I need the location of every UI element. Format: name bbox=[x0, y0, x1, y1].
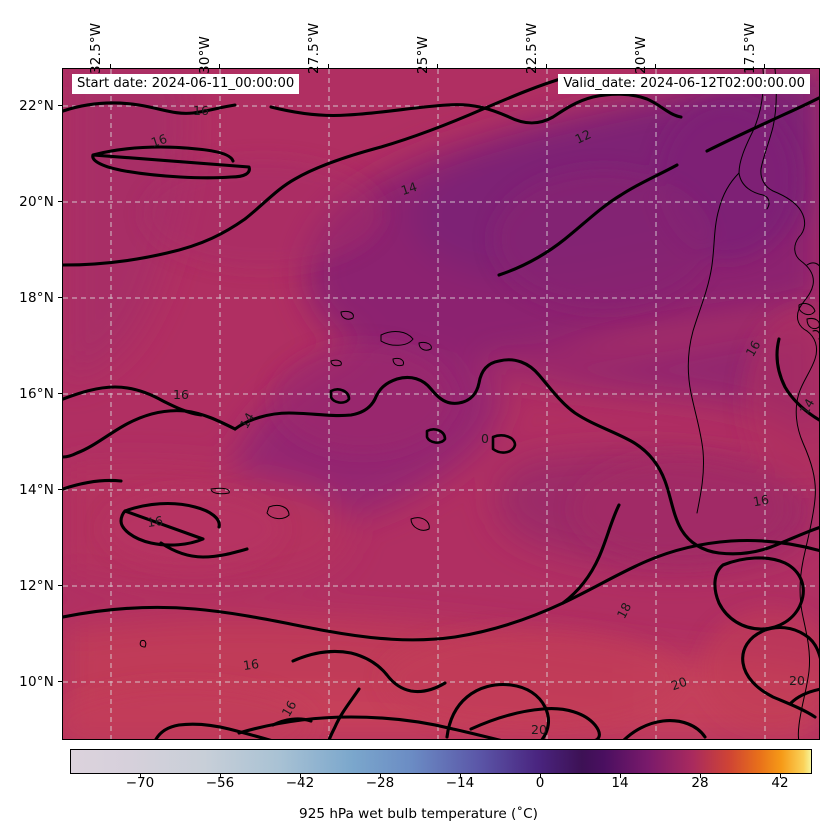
colorbar-tick-label: 28 bbox=[691, 775, 709, 791]
colorbar-label: 925 hPa wet bulb temperature (˚C) bbox=[299, 806, 538, 822]
y-tick-label: 12°N bbox=[19, 578, 54, 594]
valid-date-annotation: Valid_date: 2024-06-12T02:00:00.00 bbox=[558, 74, 810, 95]
contour-label: 0 bbox=[481, 431, 489, 446]
colorbar-tickmark bbox=[620, 774, 621, 778]
y-tick-label: 18°N bbox=[19, 290, 54, 306]
x-tickmark bbox=[655, 64, 656, 68]
x-tick-label: 27.5°W bbox=[306, 22, 322, 74]
x-tickmark bbox=[110, 64, 111, 68]
colorbar-tick-label: 0 bbox=[535, 775, 545, 791]
y-tick-label: 22°N bbox=[19, 98, 54, 114]
map-axes[interactable]: 16 16 14 12 16 14 16 0 16 16 16 14 16 18… bbox=[62, 68, 820, 740]
x-tickmark bbox=[328, 64, 329, 68]
contour-label: 16 bbox=[242, 655, 260, 674]
y-tick-label: 16°N bbox=[19, 386, 54, 402]
x-tick-label: 17.5°W bbox=[742, 22, 758, 74]
colorbar-tick-label: 42 bbox=[771, 775, 789, 791]
contour-label: 16 bbox=[751, 491, 771, 510]
annotation-layer: Start date: 2024-06-11_00:00:00 Valid_da… bbox=[62, 68, 820, 108]
colorbar-tick-label: −42 bbox=[285, 775, 315, 791]
y-tick-label: 20°N bbox=[19, 194, 54, 210]
y-tickmark bbox=[58, 297, 62, 298]
x-tickmark bbox=[764, 64, 765, 68]
colorbar-tickmark bbox=[460, 774, 461, 778]
colorbar-tickmark bbox=[700, 774, 701, 778]
colorbar-tickmark bbox=[380, 774, 381, 778]
colorbar-tick-label: −28 bbox=[365, 775, 395, 791]
map-plot bbox=[63, 69, 819, 739]
contour-lines bbox=[63, 75, 819, 739]
contour-label: 16 bbox=[173, 387, 189, 402]
y-tickmark bbox=[58, 681, 62, 682]
y-tickmark bbox=[58, 585, 62, 586]
colorbar-gradient bbox=[71, 750, 811, 773]
x-tick-label: 22.5°W bbox=[524, 22, 540, 74]
y-tickmark bbox=[58, 393, 62, 394]
contour-label: 16 bbox=[193, 103, 209, 118]
colorbar-tick-label: 14 bbox=[611, 775, 629, 791]
coastlines bbox=[139, 69, 819, 739]
colorbar-tickmark bbox=[220, 774, 221, 778]
contour-label: 16 bbox=[146, 512, 164, 531]
y-tickmark bbox=[58, 489, 62, 490]
colorbar-tick-label: −70 bbox=[125, 775, 155, 791]
colorbar-tickmark bbox=[540, 774, 541, 778]
colorbar-tick-label: −56 bbox=[205, 775, 235, 791]
x-tick-label: 32.5°W bbox=[88, 22, 104, 74]
x-tickmark bbox=[546, 64, 547, 68]
x-tick-label: 25°W bbox=[415, 35, 431, 74]
colorbar[interactable] bbox=[70, 749, 812, 774]
contour-label: 20 bbox=[789, 673, 805, 688]
y-tick-label: 14°N bbox=[19, 482, 54, 498]
colorbar-tickmark bbox=[780, 774, 781, 778]
contour-label: 20 bbox=[531, 722, 547, 737]
colorbar-tick-label: −14 bbox=[445, 775, 475, 791]
y-tick-label: 10°N bbox=[19, 674, 54, 690]
x-tick-label: 30°W bbox=[197, 35, 213, 74]
colorbar-tickmark bbox=[140, 774, 141, 778]
temperature-field bbox=[63, 69, 819, 739]
start-date-annotation: Start date: 2024-06-11_00:00:00 bbox=[72, 74, 300, 95]
y-tickmark bbox=[58, 201, 62, 202]
x-tickmark bbox=[219, 64, 220, 68]
minor-contours bbox=[329, 388, 517, 454]
x-tick-label: 20°W bbox=[633, 35, 649, 74]
colorbar-tickmark bbox=[300, 774, 301, 778]
y-tickmark bbox=[58, 105, 62, 106]
x-tickmark bbox=[437, 64, 438, 68]
